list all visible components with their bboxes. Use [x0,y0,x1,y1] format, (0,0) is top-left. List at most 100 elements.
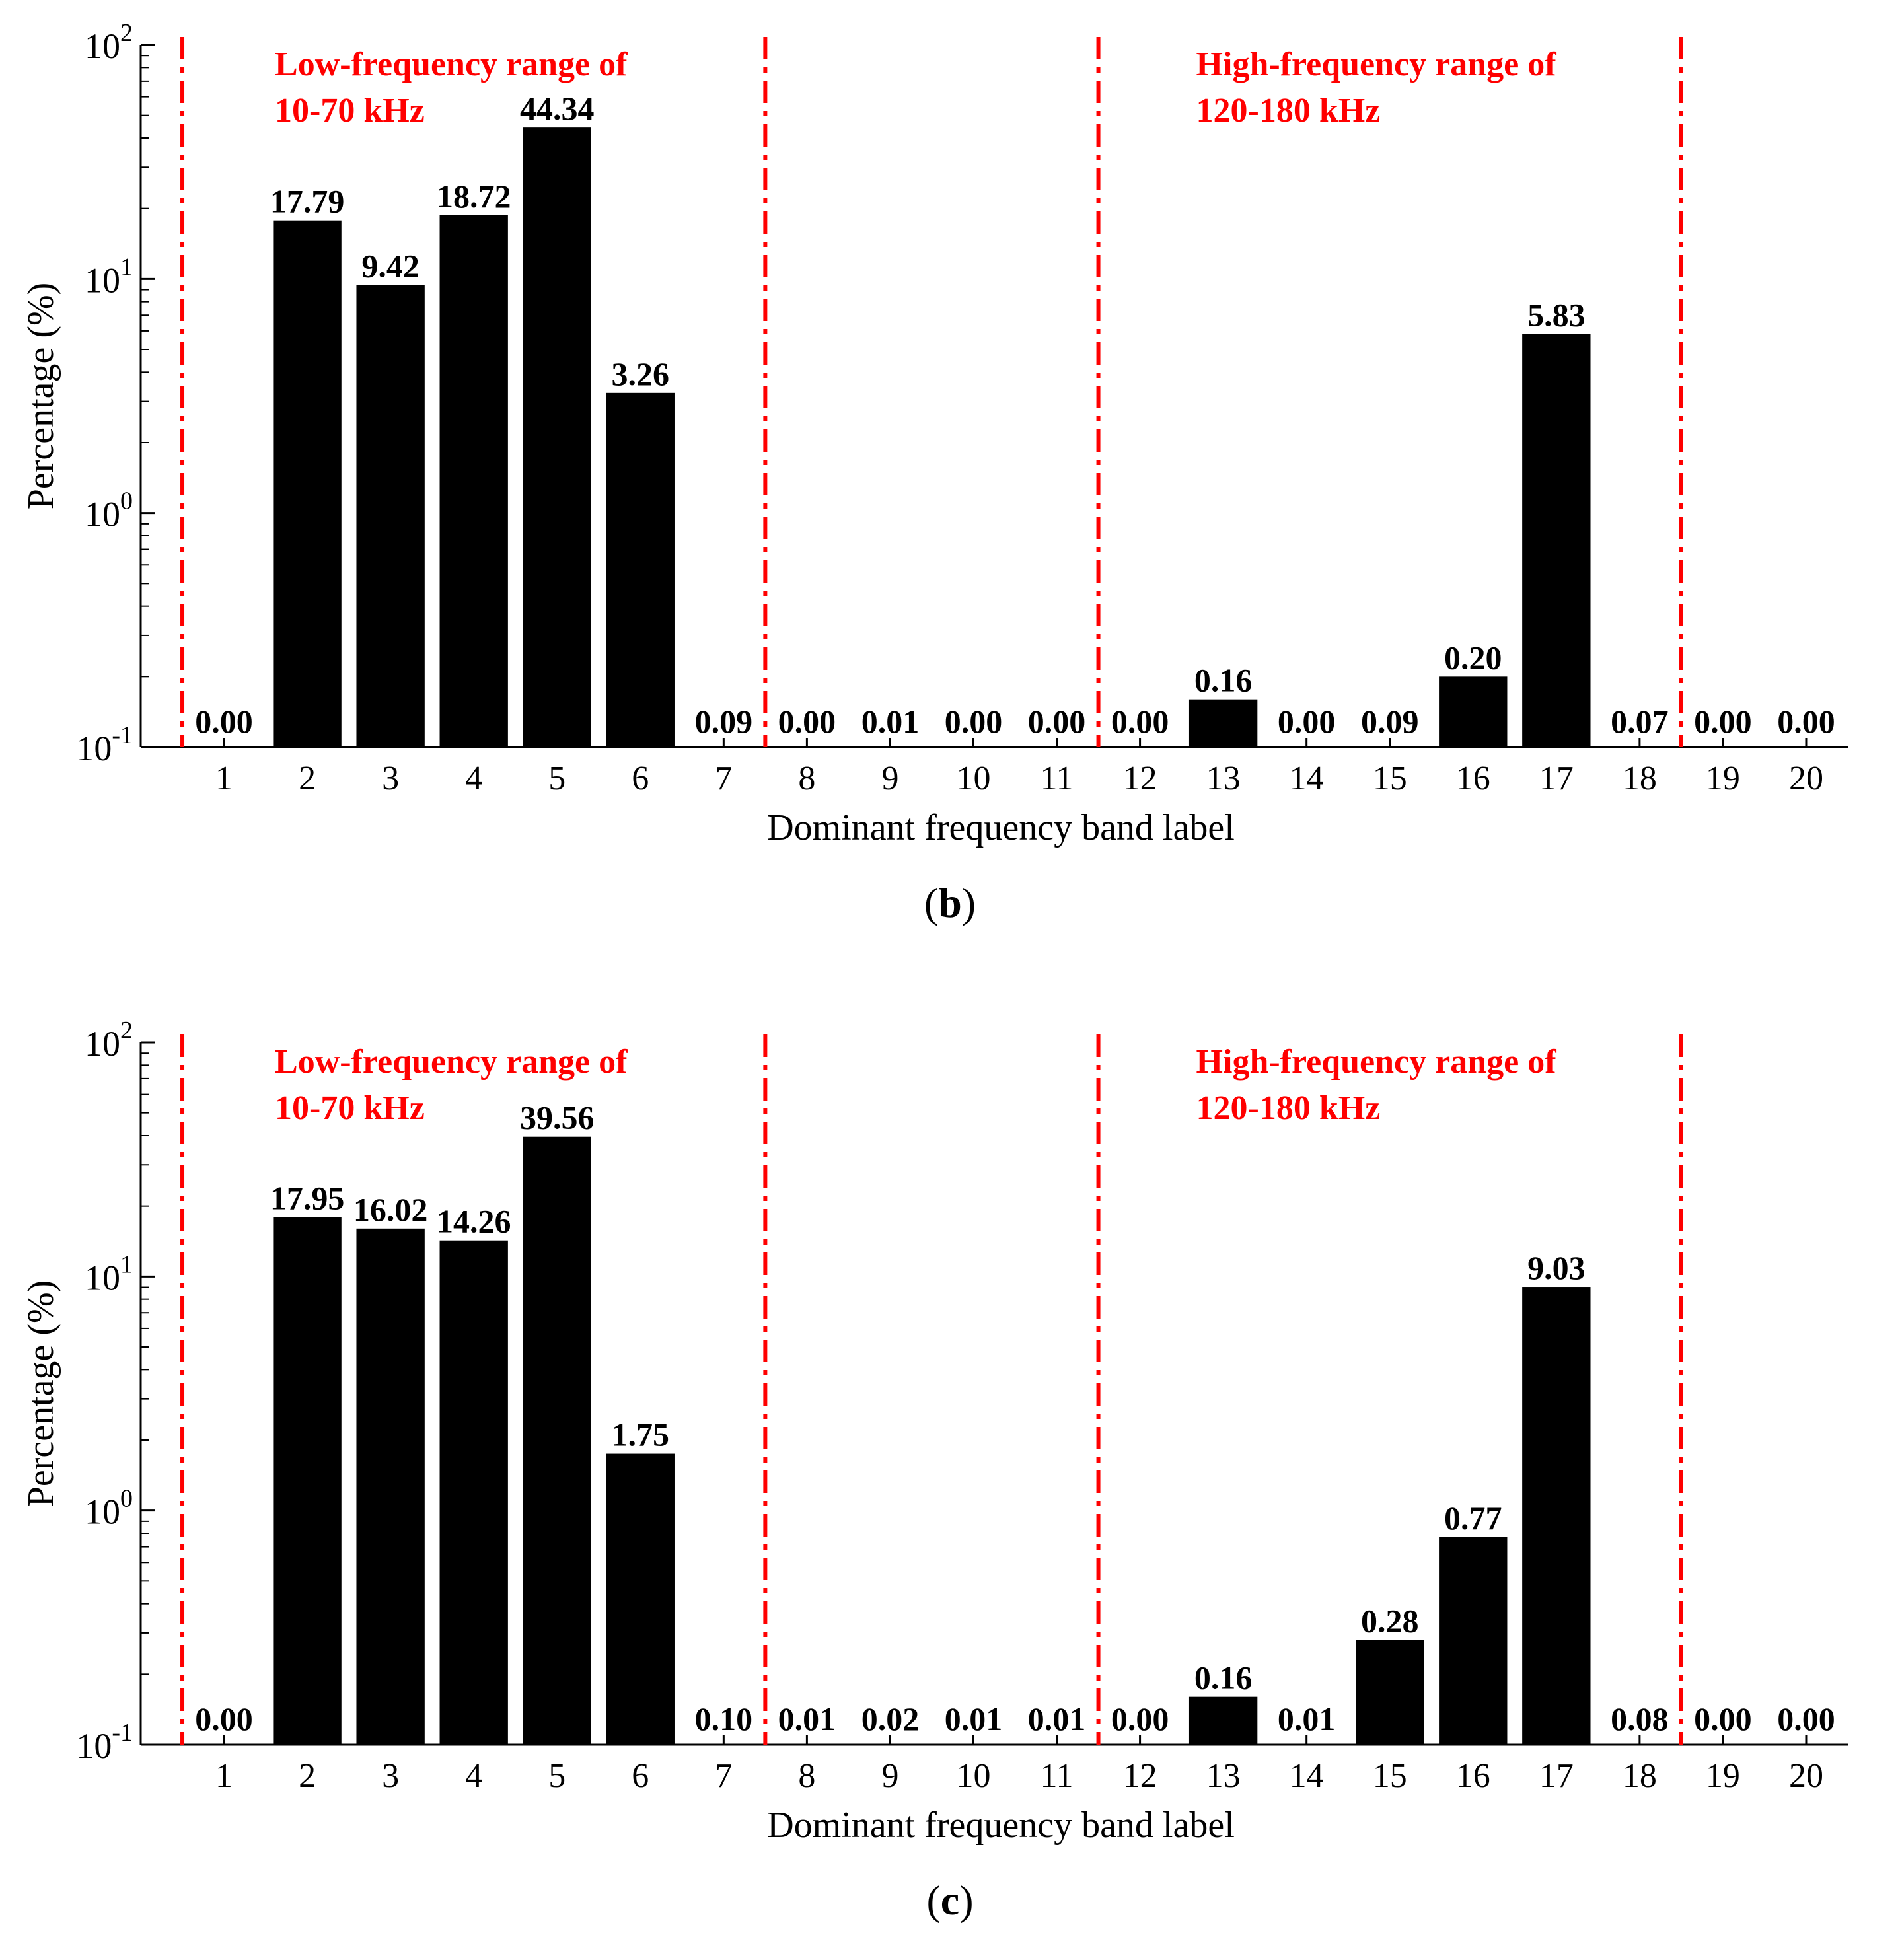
y-tick-exponent: 1 [120,253,133,281]
bar [273,1217,342,1745]
y-tick-label: 10-1 [76,721,133,768]
bar [1522,1287,1591,1745]
panel-caption-b: (b) [0,879,1900,927]
bar-value-label: 0.00 [1028,703,1086,740]
y-tick-base: 10 [76,729,112,768]
bar-value-label: 0.09 [1361,703,1419,740]
y-tick-exponent: 2 [120,19,133,47]
bar-value-label: 1.75 [612,1416,670,1453]
caption-letter: c [940,1877,960,1924]
y-tick-label: 100 [85,488,133,534]
bar-value-label: 0.00 [1694,703,1752,740]
bar-value-label: 0.00 [778,703,836,740]
y-tick-base: 10 [85,495,120,534]
x-tick-label: 1 [215,760,233,797]
bar-value-label: 5.83 [1527,296,1586,333]
bar-value-label: 0.01 [945,1700,1003,1737]
bar [356,285,425,747]
bar-value-label: 9.03 [1527,1249,1586,1286]
bar [523,127,591,748]
x-tick-label: 8 [798,760,815,797]
bar-value-label: 0.00 [195,703,253,740]
high-frequency-annotation-line1: High-frequency range of [1196,46,1557,83]
caption-letter: b [938,879,962,926]
bar [1439,1537,1508,1745]
bar-value-label: 0.09 [695,703,753,740]
low-frequency-annotation-line1: Low-frequency range of [275,46,628,83]
bar [273,220,342,748]
y-axis-title: Percentage (%) [20,1280,61,1507]
bar-value-label: 0.00 [195,1700,253,1737]
bar-value-label: 0.07 [1611,703,1669,740]
x-tick-label: 10 [956,1757,990,1795]
x-tick-label: 12 [1123,760,1157,797]
bar [1188,1696,1258,1745]
bar-value-label: 0.01 [1278,1700,1336,1737]
x-tick-label: 9 [881,760,898,797]
bar-value-label: 0.00 [1111,1700,1169,1737]
bar-value-label: 14.26 [437,1203,511,1240]
bar [439,215,508,747]
x-tick-label: 13 [1206,760,1241,797]
panel-caption-c: (c) [0,1876,1900,1925]
x-tick-label: 17 [1539,1757,1574,1795]
y-tick-label: 102 [85,19,133,66]
bar [1439,676,1508,747]
bar-value-label: 0.00 [1111,703,1169,740]
y-tick-base: 10 [85,26,120,66]
bar [356,1228,425,1745]
y-tick-exponent: 2 [120,1017,133,1044]
x-axis-title: Dominant frequency band label [767,807,1235,848]
x-tick-label: 16 [1456,1757,1490,1795]
y-tick-base: 10 [76,1726,112,1766]
x-tick-label: 3 [382,1757,399,1795]
caption-open-paren: ( [924,879,939,926]
caption-open-paren: ( [926,1877,941,1924]
bar-value-label: 0.20 [1444,639,1502,676]
x-tick-label: 8 [798,1757,815,1795]
caption-close-paren: ) [961,879,976,926]
bar-value-label: 0.16 [1194,662,1253,699]
x-tick-label: 19 [1706,760,1740,797]
x-tick-label: 4 [465,1757,482,1795]
low-frequency-annotation-line1: Low-frequency range of [275,1043,628,1081]
bar-value-label: 16.02 [353,1191,428,1228]
y-tick-exponent: -1 [112,721,133,749]
bar [439,1240,508,1745]
x-tick-label: 17 [1539,760,1574,797]
x-tick-label: 3 [382,760,399,797]
bar-value-label: 0.00 [945,703,1003,740]
bar-value-label: 0.02 [861,1700,920,1737]
x-tick-label: 5 [548,1757,566,1795]
bar-value-label: 44.34 [520,90,595,127]
bar [1522,334,1591,748]
y-tick-label: 102 [85,1017,133,1064]
x-tick-label: 18 [1623,760,1657,797]
bar-value-label: 0.10 [695,1700,753,1737]
bar-value-label: 9.42 [361,248,420,285]
x-tick-label: 9 [881,1757,898,1795]
x-tick-label: 18 [1623,1757,1657,1795]
low-frequency-annotation-line2: 10-70 kHz [275,92,425,129]
y-tick-label: 100 [85,1485,133,1532]
y-tick-base: 10 [85,260,120,300]
bar-value-label: 0.01 [1028,1700,1086,1737]
y-axis-title: Percentage (%) [20,283,61,510]
x-tick-label: 15 [1373,760,1407,797]
bar-value-label: 0.00 [1278,703,1336,740]
caption-close-paren: ) [959,1877,974,1924]
low-frequency-annotation-line2: 10-70 kHz [275,1089,425,1127]
bar [606,392,675,747]
x-tick-label: 13 [1206,1757,1241,1795]
bar-value-label: 3.26 [612,355,670,392]
bar [523,1136,591,1745]
x-tick-label: 11 [1040,760,1073,797]
bar-value-label: 39.56 [520,1099,595,1136]
y-tick-label: 101 [85,1251,133,1297]
bar-value-label: 0.01 [861,703,920,740]
x-tick-label: 2 [299,760,316,797]
bar [1356,1640,1424,1745]
x-axis-title: Dominant frequency band label [767,1805,1235,1846]
